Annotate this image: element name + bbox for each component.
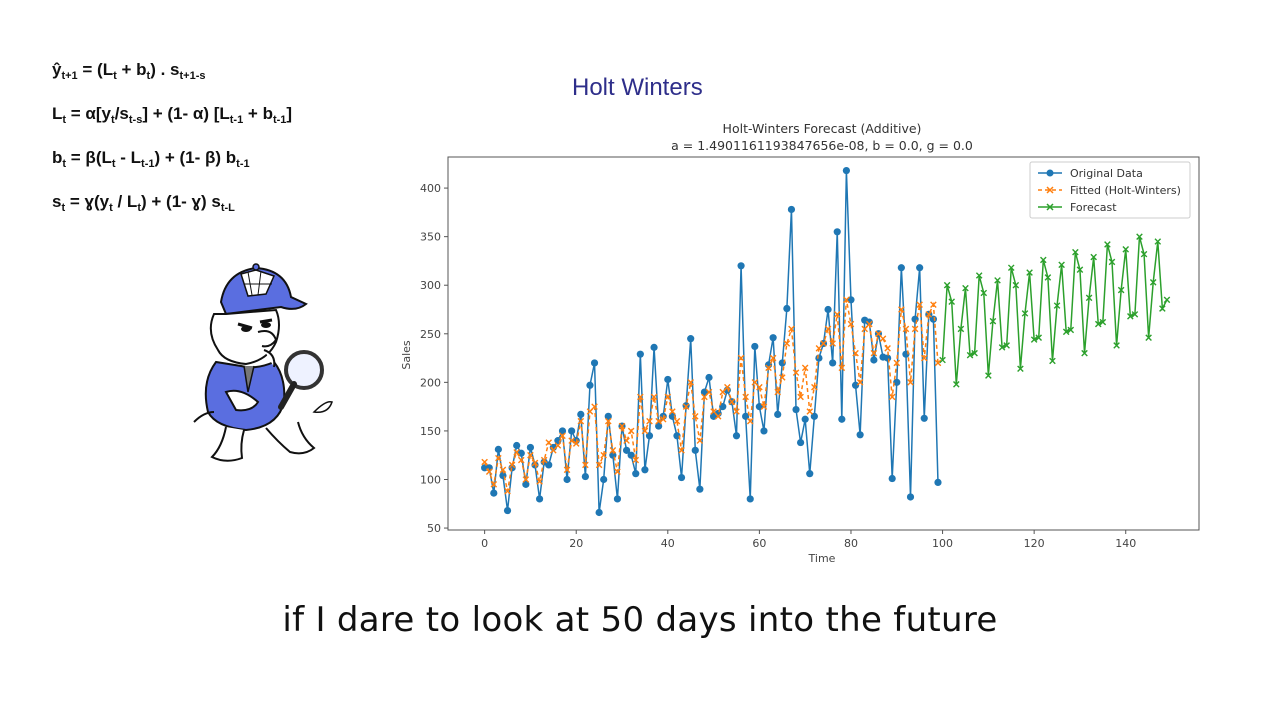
svg-text:400: 400: [420, 182, 441, 195]
svg-text:100: 100: [932, 537, 953, 550]
holt-winters-chart: Holt-Winters Forecast (Additive) a = 1.4…: [400, 121, 1200, 565]
slide-title: Holt Winters: [572, 74, 703, 101]
y-axis-label: Sales: [400, 340, 413, 370]
svg-text:0: 0: [481, 537, 488, 550]
svg-text:150: 150: [420, 425, 441, 438]
svg-text:Original Data: Original Data: [1070, 167, 1143, 180]
legend: Original Data Fitted (Holt-Winters) Fore…: [1029, 161, 1191, 219]
svg-text:50: 50: [427, 522, 441, 535]
slide-caption: if I dare to look at 50 days into the fu…: [282, 600, 998, 640]
formula-trend: bt = β(Lt - Lt-1) + (1- β) bt-1: [52, 148, 250, 170]
svg-text:100: 100: [420, 473, 441, 486]
svg-text:40: 40: [661, 537, 675, 550]
legend-forecast: Forecast: [1038, 201, 1117, 214]
series-layer: [481, 166, 1171, 517]
svg-text:Forecast: Forecast: [1070, 201, 1117, 214]
chart-subtitle: a = 1.4901161193847656e-08, b = 0.0, g =…: [671, 138, 973, 153]
svg-text:300: 300: [420, 279, 441, 292]
detective-mascot-icon: [193, 263, 333, 462]
series-fitted-holt-winters: [481, 296, 942, 495]
x-axis-label: Time: [808, 552, 836, 565]
y-axis: 50 100 150 200 250 300 350 400: [420, 182, 448, 535]
legend-original-data: Original Data: [1038, 167, 1143, 180]
svg-text:80: 80: [844, 537, 858, 550]
series-forecast: [939, 233, 1171, 388]
chart-title: Holt-Winters Forecast (Additive): [723, 121, 922, 136]
svg-text:120: 120: [1024, 537, 1045, 550]
formula-forecast: ŷt+1 = (Lt + bt) . st+1-s: [52, 60, 206, 82]
svg-text:Fitted (Holt-Winters): Fitted (Holt-Winters): [1070, 184, 1181, 197]
x-axis: 0 20 40 60 80 100 120 140: [481, 530, 1136, 550]
series-original-data: [481, 166, 942, 517]
svg-text:200: 200: [420, 376, 441, 389]
svg-text:60: 60: [752, 537, 766, 550]
svg-text:250: 250: [420, 328, 441, 341]
formula-block: ŷt+1 = (Lt + bt) . st+1-s Lt = α[yt/st-s…: [52, 56, 292, 232]
svg-text:140: 140: [1115, 537, 1136, 550]
formula-level: Lt = α[yt/st-s] + (1- α) [Lt-1 + bt-1]: [52, 104, 293, 126]
svg-text:20: 20: [569, 537, 583, 550]
formula-season: st = ɣ(yt / Lt) + (1- ɣ) st-L: [52, 192, 235, 214]
legend-fitted: Fitted (Holt-Winters): [1038, 184, 1181, 197]
svg-text:350: 350: [420, 231, 441, 244]
